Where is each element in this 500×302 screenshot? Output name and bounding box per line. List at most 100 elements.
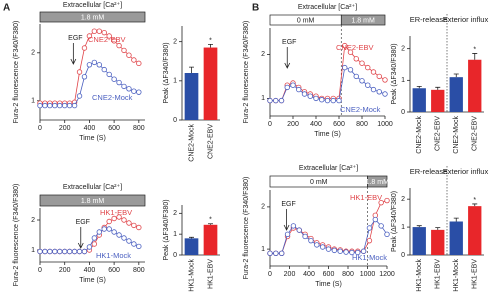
condition-label: 1.8 mM — [81, 14, 105, 21]
point — [372, 216, 378, 223]
point — [136, 243, 142, 250]
x-tick-label: HK1-Mock — [453, 259, 460, 292]
group-label: ER-release — [410, 167, 448, 176]
x-tick-label: 600 — [333, 121, 345, 128]
point — [307, 93, 313, 99]
point — [355, 249, 361, 256]
point — [308, 237, 314, 244]
point — [121, 235, 127, 241]
point — [66, 102, 73, 109]
annotation: EGF — [281, 201, 295, 208]
point — [121, 83, 127, 90]
x-tick-label: 800 — [133, 125, 145, 132]
bar — [412, 88, 426, 112]
point — [126, 238, 132, 244]
point — [378, 199, 384, 206]
x-tick-label: 0 — [38, 125, 42, 132]
point — [91, 59, 98, 66]
point — [273, 250, 279, 257]
point — [76, 248, 83, 255]
point — [116, 42, 122, 49]
y-tick-label: 2 — [173, 210, 177, 217]
point — [62, 102, 68, 109]
series-label: HK1-Mock — [352, 253, 387, 262]
point — [370, 86, 377, 93]
point — [86, 33, 93, 39]
point — [136, 224, 142, 231]
header: Extracellular [Ca²⁺] — [63, 2, 122, 9]
y-tick-label: 0 — [401, 252, 405, 259]
bar — [184, 238, 199, 255]
point — [296, 86, 302, 93]
point — [319, 244, 326, 250]
point — [353, 56, 359, 62]
y-tick-label: 2 — [261, 51, 265, 58]
point — [366, 225, 373, 231]
series-label: HK1-Mock — [96, 251, 131, 260]
x-tick-label: HK1-Mock — [416, 259, 423, 292]
error-bar — [189, 66, 194, 73]
point — [279, 250, 285, 257]
point — [325, 246, 332, 252]
error-bar — [435, 86, 441, 90]
x-tick-label: HK1-EBV — [435, 259, 442, 289]
series-label: HK1-EBV — [350, 193, 382, 202]
point — [126, 220, 132, 226]
x-tick-label: HK1-EBV — [207, 259, 214, 289]
point — [359, 60, 365, 66]
point — [273, 97, 279, 104]
point — [359, 78, 365, 84]
point — [96, 229, 102, 235]
x-tick-label: 200 — [59, 125, 71, 132]
x-tick-label: 800 — [342, 271, 354, 278]
point — [101, 226, 107, 232]
point — [301, 91, 308, 97]
point — [52, 248, 58, 255]
x-tick-label: 600 — [108, 125, 120, 132]
point — [81, 74, 88, 80]
error-bar — [472, 53, 478, 60]
point — [360, 248, 367, 254]
point — [91, 235, 98, 241]
point — [121, 47, 127, 54]
significance: * — [473, 197, 476, 204]
point — [284, 84, 290, 91]
point — [290, 223, 297, 229]
series-label: CNE2-Mock — [340, 105, 381, 114]
condition-box — [340, 14, 386, 26]
point — [131, 241, 137, 247]
point — [57, 248, 63, 255]
point — [111, 229, 117, 235]
error-bar — [208, 223, 213, 225]
point — [86, 244, 93, 250]
error-bar — [208, 44, 213, 48]
y-tick-label: 2 — [401, 46, 405, 53]
point — [116, 79, 122, 86]
y-tick-label: 2 — [31, 217, 35, 224]
y-tick-label: 2 — [173, 39, 177, 46]
point — [343, 249, 349, 255]
point — [106, 218, 112, 225]
point — [376, 89, 382, 95]
significance: * — [209, 217, 212, 224]
y-tick-label: 0 — [173, 252, 177, 259]
panel-label: A — [3, 3, 10, 14]
point — [71, 102, 78, 109]
y-axis-label: Peak (ΔF340/F380) — [391, 191, 398, 252]
point — [384, 197, 390, 204]
point — [91, 241, 98, 247]
point — [349, 249, 355, 256]
point — [342, 64, 348, 71]
x-tick-label: 400 — [303, 271, 315, 278]
point — [101, 66, 107, 73]
significance: * — [209, 37, 212, 44]
x-tick-label: 400 — [310, 121, 322, 128]
condition-label: 0 mM — [297, 17, 315, 24]
point — [111, 215, 117, 222]
significance: * — [473, 46, 476, 53]
bar — [203, 47, 218, 120]
y-tick-label: 0 — [173, 117, 177, 124]
point — [131, 222, 137, 229]
condition-label: 1.8 mM — [366, 179, 390, 186]
header: Extracellular [Ca²⁺] — [299, 165, 358, 172]
